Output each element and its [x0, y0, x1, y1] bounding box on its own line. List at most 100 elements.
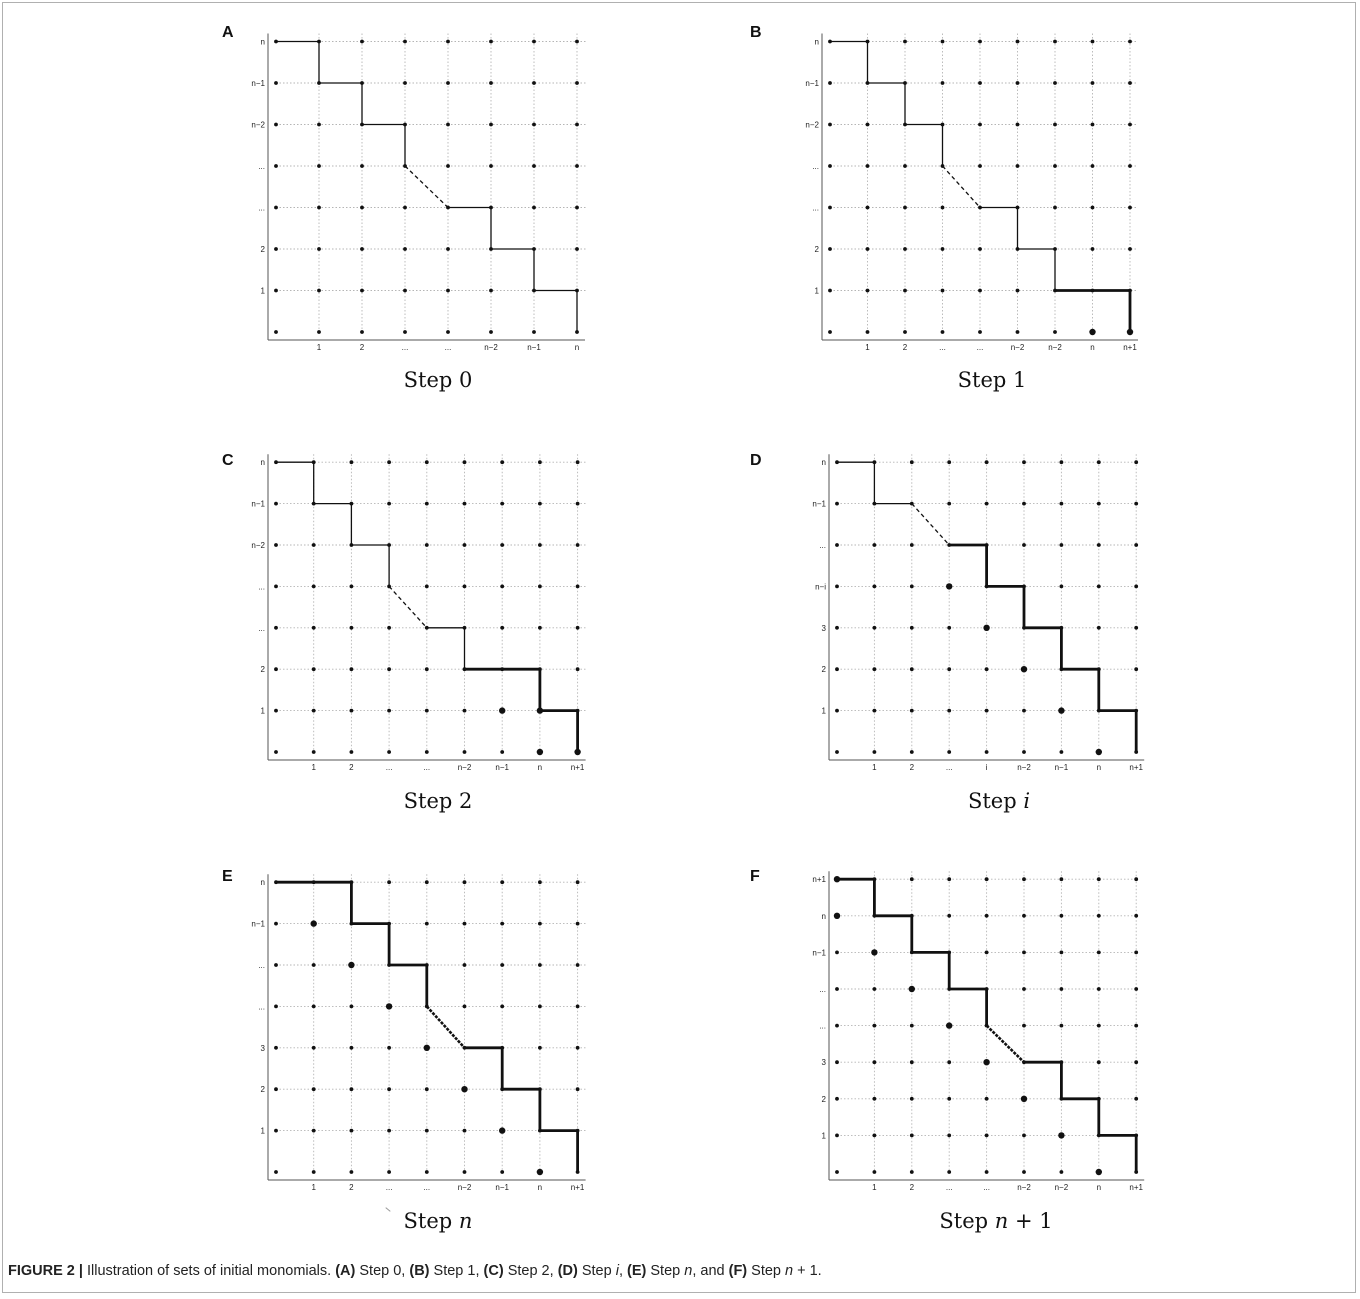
monomial-dot: [1090, 122, 1095, 127]
monomial-dot: [349, 1004, 354, 1009]
monomial-dot: [835, 1133, 839, 1138]
monomial-dot: [575, 164, 579, 168]
x-tick-label: ...: [939, 343, 946, 352]
monomial-dot: [947, 708, 952, 713]
y-tick-label: n+1: [812, 875, 826, 884]
x-tick-label: n−1: [495, 1183, 509, 1192]
y-tick-label: ...: [812, 204, 819, 213]
y-tick-label: ...: [812, 162, 819, 171]
y-tick-label: n−2: [251, 541, 265, 550]
monomial-dot: [317, 39, 321, 44]
monomial-dot: [311, 1087, 316, 1092]
monomial-dot: [274, 708, 278, 713]
monomial-dot-large: [1126, 328, 1134, 336]
monomial-dot: [1059, 913, 1064, 918]
monomial-dot-large: [1089, 328, 1096, 336]
monomial-dot: [909, 501, 914, 506]
y-tick-label: n−1: [805, 79, 819, 88]
monomial-dot: [500, 880, 505, 885]
monomial-dot: [538, 667, 542, 672]
y-tick-label: n: [261, 878, 265, 887]
monomial-dot: [1022, 950, 1026, 955]
monomial-dot-large: [1095, 1168, 1103, 1176]
y-tick-label: n: [261, 458, 265, 467]
staircase-segment: [388, 585, 428, 629]
monomial-dot: [500, 460, 505, 465]
monomial-dot-large: [348, 961, 355, 969]
monomial-dot: [1022, 1060, 1026, 1065]
x-tick-label: n+1: [1129, 763, 1143, 772]
monomial-dot: [984, 708, 989, 713]
monomial-dot: [1128, 164, 1132, 168]
x-tick-label: 1: [317, 343, 322, 352]
monomial-dot: [446, 247, 450, 251]
monomial-dot: [500, 750, 505, 754]
monomial-dot: [360, 122, 364, 127]
monomial-dot: [1022, 543, 1026, 547]
monomial-dot: [274, 122, 278, 127]
y-tick-label: n: [822, 912, 826, 921]
monomial-dot: [403, 81, 407, 85]
monomial-dot: [424, 1170, 429, 1174]
monomial-dot: [311, 750, 316, 754]
monomial-dot: [828, 39, 832, 44]
monomial-dot: [274, 1170, 278, 1174]
monomial-dot: [360, 39, 364, 44]
monomial-dot: [424, 708, 429, 713]
monomial-dot: [489, 39, 493, 44]
x-tick-label: n+1: [1129, 1183, 1143, 1192]
monomial-dot: [1053, 81, 1057, 85]
monomial-dot: [462, 625, 467, 630]
y-tick-label: ...: [819, 985, 826, 994]
monomial-dot: [532, 122, 536, 127]
monomial-dot: [947, 877, 952, 882]
monomial-dot: [462, 1045, 467, 1050]
monomial-dot: [940, 205, 945, 210]
step-variable: n: [458, 1209, 473, 1233]
x-tick-label: n−2: [458, 763, 472, 772]
step-text: Step 1: [957, 368, 1027, 392]
monomial-dot: [500, 921, 505, 926]
monomial-dot: [424, 750, 429, 754]
monomial-dot-large: [536, 707, 544, 714]
monomial-dot: [538, 460, 542, 465]
monomial-dot: [274, 1004, 278, 1009]
monomial-dot: [1059, 460, 1064, 465]
monomial-dot: [947, 1096, 952, 1101]
monomial-dot: [403, 288, 407, 293]
y-tick-label: ...: [819, 1022, 826, 1031]
monomial-dot: [349, 584, 354, 589]
monomial-dot: [462, 1170, 467, 1174]
monomial-dot: [424, 1004, 429, 1009]
monomial-dot-large: [1020, 1095, 1028, 1103]
monomial-dot: [532, 164, 536, 168]
x-tick-label: n−2: [1055, 1183, 1069, 1192]
monomial-dot: [909, 667, 914, 672]
monomial-dot: [872, 1133, 877, 1138]
x-tick-label: ...: [946, 763, 953, 772]
monomial-dot: [387, 584, 391, 589]
x-tick-label: n+1: [571, 763, 585, 772]
monomial-dot: [575, 81, 579, 85]
monomial-dot: [349, 1170, 354, 1174]
monomial-dot: [903, 288, 907, 293]
y-tick-label: 2: [261, 665, 266, 674]
monomial-dot: [940, 247, 945, 251]
monomial-dot: [387, 880, 391, 885]
monomial-dot: [1053, 122, 1057, 127]
monomial-dot: [909, 1023, 914, 1028]
monomial-dot: [317, 81, 321, 85]
monomial-dot: [1059, 1023, 1064, 1028]
monomial-dot: [984, 460, 989, 465]
x-tick-label: n: [1090, 343, 1094, 352]
x-tick-label: 1: [872, 1183, 877, 1192]
monomial-dot: [575, 667, 580, 672]
monomial-dot: [489, 122, 493, 127]
monomial-dot: [865, 39, 870, 44]
monomial-dot: [1059, 750, 1064, 754]
monomial-dot: [1096, 1133, 1101, 1138]
